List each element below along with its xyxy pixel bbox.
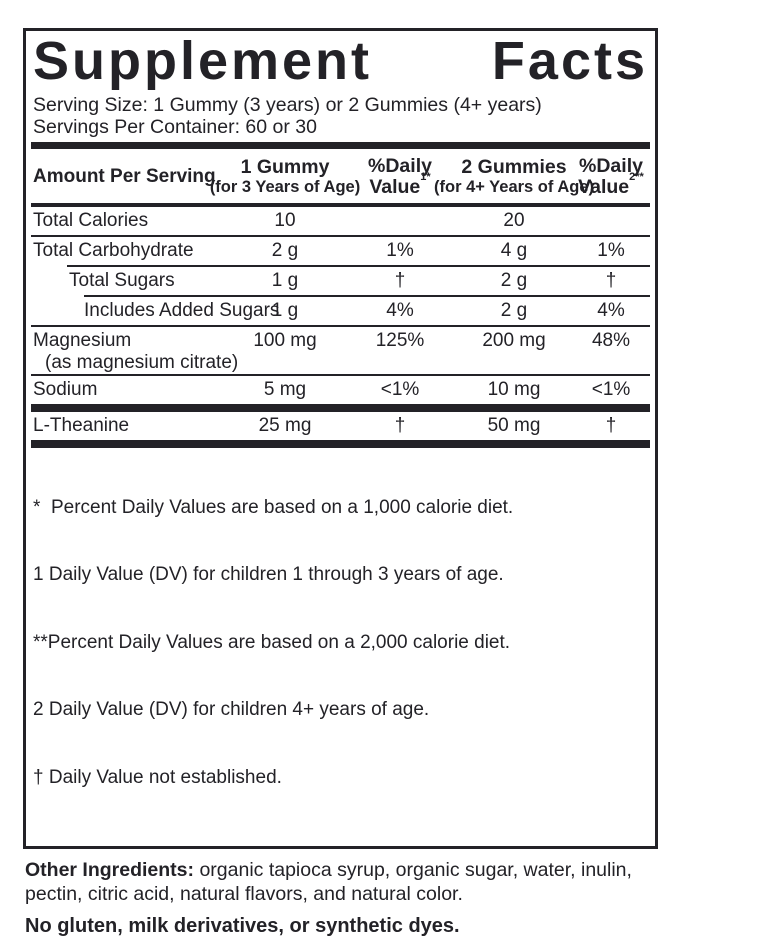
nutrient-source: (as magnesium citrate) — [45, 351, 239, 373]
footnote-dv-1000-calorie: * Percent Daily Values are based on a 1,… — [33, 496, 514, 518]
column-header-1-gummy: 1 Gummy (for 3 Years of Age) — [210, 155, 360, 197]
nutrient-name: Total Calories — [33, 209, 149, 231]
supplement-facts-panel: Supplement Facts Serving Size: 1 Gummy (… — [23, 28, 658, 850]
daily-value-2-superscript: 2** — [629, 171, 644, 184]
divider-row — [31, 373, 650, 376]
footnote-dv-children-4plus: 2 Daily Value (DV) for children 4+ years… — [33, 699, 430, 721]
nutrient-name: Sodium — [33, 378, 98, 400]
column-header-2-gummies-subtitle: (for 4+ Years of Age) — [434, 177, 595, 196]
below-panel-section: Other Ingredients: organic tapioca syrup… — [23, 858, 668, 938]
divider-header — [31, 202, 650, 207]
footnote-dv-not-established: † Daily Value not established. — [33, 766, 282, 788]
serving-size-line: Serving Size: 1 Gummy (3 years) or 2 Gum… — [33, 93, 542, 116]
dv-1-gummy: 125% — [375, 329, 425, 351]
panel-title: Supplement Facts — [33, 31, 648, 91]
table-row-total-carbohydrate: Total Carbohydrate 2 g 1% 4 g 1% — [31, 237, 650, 265]
divider-thick — [31, 403, 650, 412]
dv-1-gummy: <1% — [380, 378, 420, 400]
dv-1-gummy: 4% — [386, 299, 414, 321]
column-header-daily-value-2: %Daily Value2** — [572, 154, 650, 198]
amount-2-gummies: 2 g — [500, 299, 528, 321]
dv-2-gummies: <1% — [591, 378, 631, 400]
nutrient-name: L-Theanine — [33, 414, 130, 436]
divider-row-indented — [84, 294, 650, 297]
table-row-sodium: Sodium 5 mg <1% 10 mg <1% — [31, 376, 650, 404]
table-row-l-theanine: L-Theanine 25 mg † 50 mg † — [31, 412, 650, 440]
column-header-daily-value-2-line2: Value2** — [578, 172, 644, 198]
column-header-daily-value-2-line1: %Daily — [579, 154, 643, 177]
column-header-daily-value-1-line1: %Daily — [368, 154, 432, 177]
dv-1-gummy: † — [394, 414, 406, 436]
dv-2-gummies: 4% — [597, 299, 625, 321]
divider-row-indented — [67, 264, 650, 267]
nutrient-name: Magnesium — [33, 329, 132, 351]
column-header-daily-value-1: %Daily Value1* — [344, 154, 456, 198]
table-header-row: Amount Per Serving 1 Gummy (for 3 Years … — [31, 149, 650, 203]
other-ingredients: Other Ingredients: organic tapioca syrup… — [25, 858, 668, 906]
dv-2-gummies: † — [605, 414, 617, 436]
dv-1-gummy: † — [394, 269, 406, 291]
daily-value-1-word: Value — [369, 175, 421, 198]
nutrient-name: Total Carbohydrate — [33, 239, 194, 261]
nutrient-name: Includes Added Sugars — [84, 299, 280, 321]
amount-1-gummy: 1 g — [271, 269, 299, 291]
allergen-statement: No gluten, milk derivatives, or syntheti… — [25, 915, 460, 938]
daily-value-1-superscript: 1* — [420, 171, 431, 184]
amount-2-gummies: 200 mg — [482, 329, 546, 351]
other-ingredients-label: Other Ingredients: — [25, 859, 195, 882]
divider-row — [31, 324, 650, 327]
dv-2-gummies: 48% — [591, 329, 631, 351]
amount-2-gummies: 10 mg — [487, 378, 541, 400]
amount-1-gummy: 100 mg — [253, 329, 317, 351]
dv-1-gummy: 1% — [386, 239, 414, 261]
daily-value-2-word: Value — [578, 175, 630, 198]
divider-thin-top — [31, 141, 650, 149]
nutrient-name-block: Magnesium (as magnesium citrate) — [31, 329, 239, 374]
amount-2-gummies: 50 mg — [487, 414, 541, 436]
footnotes-block: * Percent Daily Values are based on a 1,… — [31, 448, 650, 843]
divider-row — [31, 234, 650, 237]
amount-1-gummy: 10 — [274, 209, 296, 231]
amount-1-gummy: 1 g — [271, 299, 299, 321]
dv-2-gummies: † — [605, 269, 617, 291]
column-header-2-gummies: 2 Gummies (for 4+ Years of Age) — [434, 155, 594, 197]
table-row-magnesium: Magnesium (as magnesium citrate) 100 mg … — [31, 327, 650, 374]
column-header-amount-per-serving: Amount Per Serving — [33, 165, 216, 187]
table-row-total-calories: Total Calories 10 20 — [31, 207, 650, 235]
footnote-dv-2000-calorie: **Percent Daily Values are based on a 2,… — [33, 631, 511, 653]
footnote-dv-children-1-3: 1 Daily Value (DV) for children 1 throug… — [33, 564, 504, 586]
divider-thick — [31, 439, 650, 448]
amount-2-gummies: 4 g — [500, 239, 528, 261]
amount-1-gummy: 2 g — [271, 239, 299, 261]
table-row-includes-added-sugars: Includes Added Sugars 1 g 4% 2 g 4% — [31, 297, 650, 325]
nutrient-name: Total Sugars — [69, 269, 175, 291]
column-header-daily-value-1-line2: Value1* — [369, 172, 430, 198]
amount-2-gummies: 20 — [503, 209, 525, 231]
servings-per-container-line: Servings Per Container: 60 or 30 — [33, 115, 317, 138]
column-header-1-gummy-title: 1 Gummy — [240, 155, 330, 178]
column-header-2-gummies-title: 2 Gummies — [461, 155, 567, 178]
dv-2-gummies: 1% — [597, 239, 625, 261]
table-row-total-sugars: Total Sugars 1 g † 2 g † — [31, 267, 650, 295]
amount-1-gummy: 5 mg — [263, 378, 307, 400]
column-header-1-gummy-subtitle: (for 3 Years of Age) — [209, 177, 361, 196]
amount-2-gummies: 2 g — [500, 269, 528, 291]
amount-1-gummy: 25 mg — [258, 414, 312, 436]
